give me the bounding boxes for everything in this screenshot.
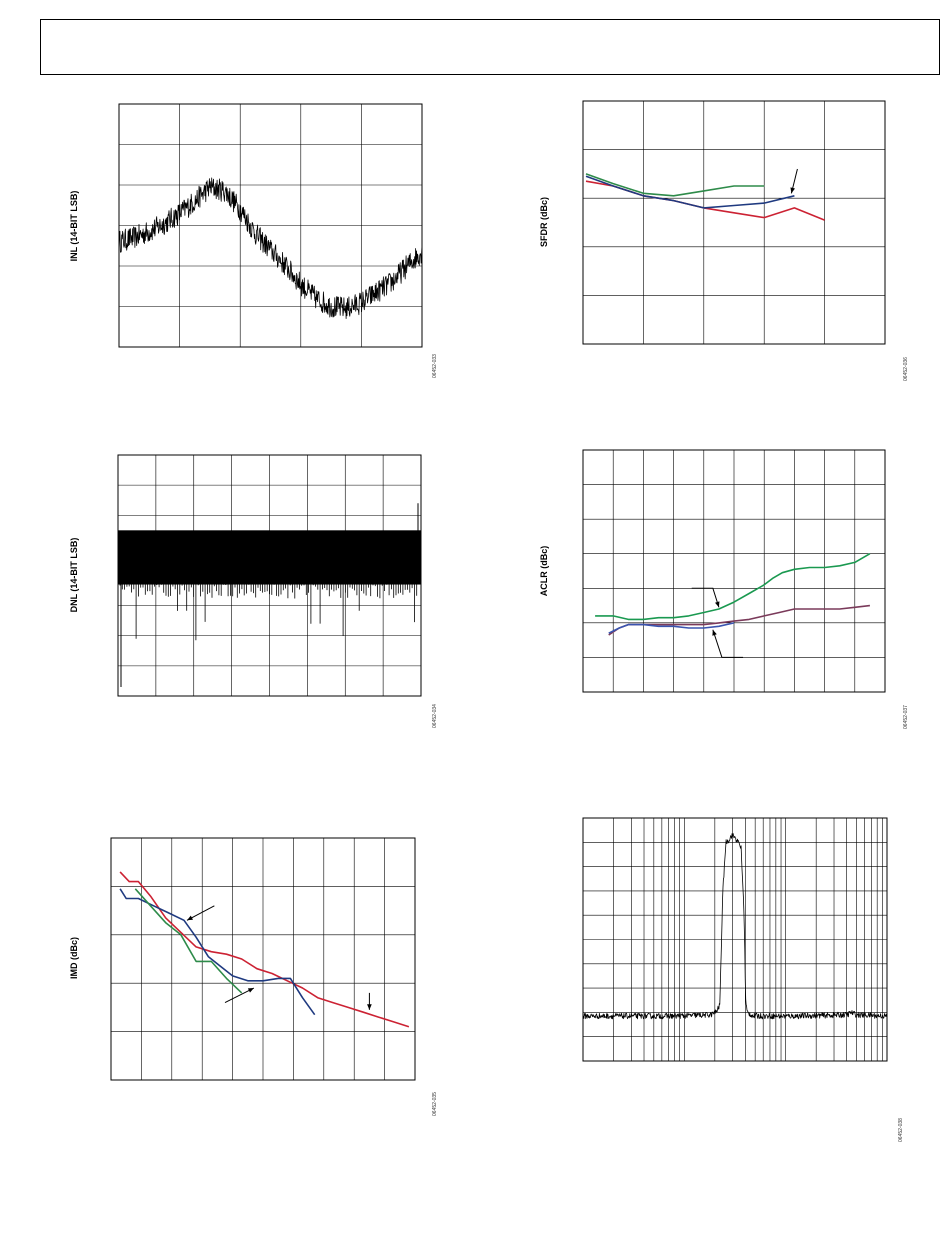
annotation-arrow-2 bbox=[712, 629, 744, 658]
figure-id: 06452-033 bbox=[432, 354, 438, 378]
figure-id: 06452-038 bbox=[898, 1118, 904, 1142]
arrow-head bbox=[790, 187, 795, 194]
plot-frame bbox=[582, 817, 888, 1062]
chart-inl: INL (14-BIT LSB) 06452-033 bbox=[69, 103, 438, 378]
figure-id: 06452-037 bbox=[903, 705, 909, 729]
arrow-head bbox=[715, 601, 720, 608]
arrow-head bbox=[712, 629, 717, 636]
chart-spectrum: 06452-038 bbox=[582, 817, 904, 1142]
arrow-head bbox=[367, 1004, 372, 1010]
arrow-head bbox=[247, 988, 254, 993]
chart-grid bbox=[111, 838, 415, 1080]
figure-id: 06452-034 bbox=[432, 704, 438, 728]
plot-frame bbox=[117, 454, 422, 697]
series-line-1 bbox=[119, 871, 410, 1028]
series-line-3 bbox=[134, 888, 243, 994]
annotation-arrow-3 bbox=[367, 992, 372, 1010]
y-axis-label: ACLR (dBc) bbox=[539, 546, 549, 597]
arrow-shaft bbox=[691, 587, 720, 608]
y-axis-label: SFDR (dBc) bbox=[539, 197, 549, 247]
chart-grid bbox=[582, 818, 887, 1061]
arrow-head bbox=[187, 915, 193, 921]
chart-imd: IMD (dBc) 06452-035 bbox=[69, 837, 438, 1116]
series-line-1 bbox=[582, 832, 888, 1020]
plot-frame bbox=[110, 837, 416, 1081]
figure-id: 06452-035 bbox=[432, 1092, 438, 1116]
annotation-arrow-1 bbox=[790, 168, 798, 194]
chart-grid bbox=[583, 101, 885, 344]
chart-grid bbox=[583, 450, 885, 692]
plot-frame bbox=[582, 449, 886, 693]
chart-dnl: DNL (14-BIT LSB) 06452-034 bbox=[69, 454, 438, 728]
y-axis-label: DNL (14-BIT LSB) bbox=[69, 538, 79, 613]
chart-aclr: ACLR (dBc) 06452-037 bbox=[539, 449, 909, 729]
annotation-arrow-2 bbox=[224, 987, 255, 1004]
series-line-2 bbox=[585, 173, 765, 197]
series-line-2 bbox=[119, 888, 316, 1016]
figure-id: 06452-036 bbox=[903, 357, 909, 381]
dnl-spikes bbox=[119, 584, 418, 641]
y-axis-label: INL (14-BIT LSB) bbox=[69, 191, 79, 262]
series-line-3 bbox=[585, 175, 795, 209]
series-line-2 bbox=[608, 604, 870, 636]
plot-frame bbox=[118, 103, 423, 348]
chart-sfdr: SFDR (dBc) 06452-036 bbox=[539, 100, 909, 381]
header-box bbox=[40, 19, 940, 75]
annotation-arrow-1 bbox=[691, 587, 720, 608]
y-axis-label: IMD (dBc) bbox=[69, 937, 79, 979]
series-line-1 bbox=[595, 553, 871, 621]
annotation-arrow-1 bbox=[186, 905, 215, 921]
series-line-1 bbox=[118, 177, 423, 320]
plot-frame bbox=[582, 100, 886, 345]
series-line-3 bbox=[608, 622, 735, 634]
arrow-shaft bbox=[712, 629, 744, 658]
dnl-band bbox=[118, 530, 421, 585]
